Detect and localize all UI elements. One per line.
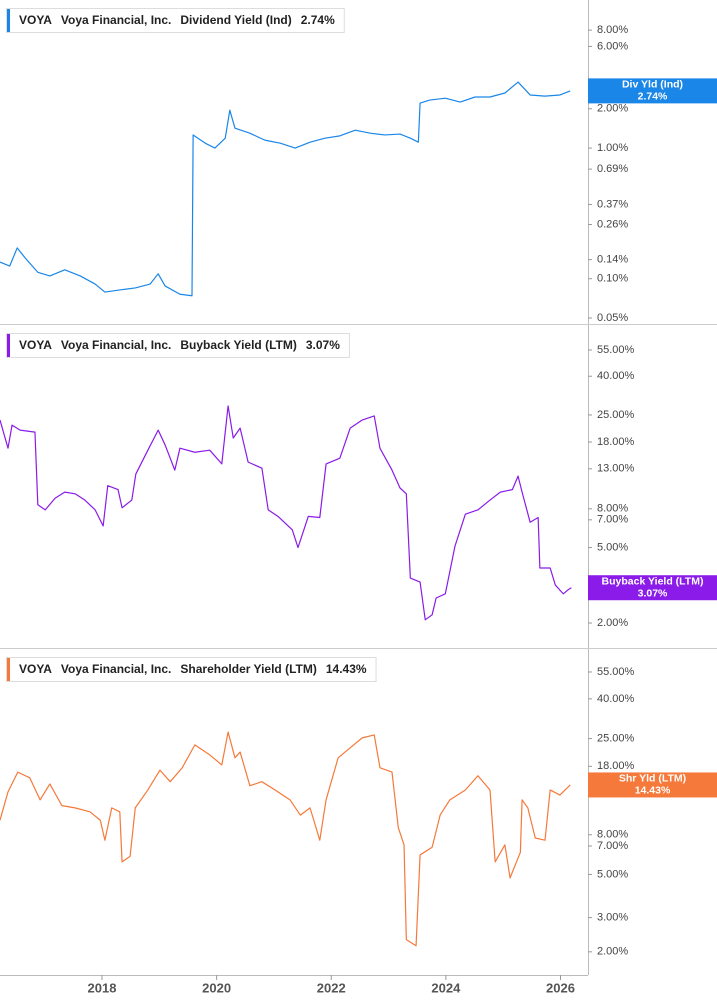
y-tick-label: 2.00% xyxy=(597,946,628,958)
header-accent xyxy=(7,334,10,357)
header-accent xyxy=(7,658,10,681)
panel-header: VOYA Voya Financial, Inc. Dividend Yield (… xyxy=(6,8,345,33)
value-badge: Buyback Yield (LTM)3.07% xyxy=(588,575,717,601)
badge-bg xyxy=(588,78,717,104)
series-line xyxy=(0,405,572,621)
badge-label: Shr Yld (LTM) xyxy=(619,773,686,785)
badge-label: Buyback Yield (LTM) xyxy=(602,576,704,588)
x-tick-label: 2026 xyxy=(546,980,575,995)
header-company: Voya Financial, Inc. xyxy=(61,338,171,352)
header-box xyxy=(6,8,345,33)
x-tick-label: 2024 xyxy=(431,980,461,995)
header-metric: Dividend Yield (Ind) xyxy=(180,13,291,27)
header-ticker: VOYA xyxy=(19,338,52,352)
y-tick-label: 8.00% xyxy=(597,829,628,841)
y-tick-label: 3.00% xyxy=(597,911,628,923)
series-line xyxy=(0,731,571,947)
y-tick-label: 5.00% xyxy=(597,868,628,880)
y-tick-label: 55.00% xyxy=(597,344,635,356)
header-company: Voya Financial, Inc. xyxy=(61,662,171,676)
header-company: Voya Financial, Inc. xyxy=(61,13,171,27)
y-tick-label: 5.00% xyxy=(597,541,628,553)
value-badge: Div Yld (Ind)2.74% xyxy=(588,78,717,104)
y-tick-label: 0.26% xyxy=(597,218,628,230)
badge-bg xyxy=(588,575,717,601)
y-tick-label: 55.00% xyxy=(597,666,635,678)
header-current-value: 2.74% xyxy=(301,13,335,27)
header-metric: Shareholder Yield (LTM) xyxy=(180,662,316,676)
y-tick-label: 8.00% xyxy=(597,24,628,36)
header-accent xyxy=(7,9,10,32)
y-tick-label: 40.00% xyxy=(597,370,635,382)
value-badge: Shr Yld (LTM)14.43% xyxy=(588,772,717,798)
y-tick-label: 7.00% xyxy=(597,514,628,526)
y-tick-label: 2.00% xyxy=(597,617,628,629)
y-tick-label: 2.00% xyxy=(597,103,628,115)
y-tick-label: 25.00% xyxy=(597,732,635,744)
header-metric: Buyback Yield (LTM) xyxy=(180,338,296,352)
badge-label: Div Yld (Ind) xyxy=(622,79,683,91)
badge-value: 2.74% xyxy=(638,91,668,103)
y-tick-label: 0.37% xyxy=(597,198,628,210)
series-line xyxy=(0,81,571,297)
y-tick-label: 0.05% xyxy=(597,312,628,324)
x-tick-label: 2020 xyxy=(202,980,231,995)
y-tick-label: 18.00% xyxy=(597,760,635,772)
y-tick-label: 7.00% xyxy=(597,840,628,852)
x-tick-label: 2018 xyxy=(88,980,117,995)
header-ticker: VOYA xyxy=(19,662,52,676)
y-tick-label: 0.14% xyxy=(597,254,628,266)
y-tick-label: 6.00% xyxy=(597,40,628,52)
y-tick-label: 18.00% xyxy=(597,436,635,448)
y-tick-label: 0.10% xyxy=(597,273,628,285)
header-ticker: VOYA xyxy=(19,13,52,27)
badge-value: 14.43% xyxy=(635,785,671,797)
y-tick-label: 40.00% xyxy=(597,693,635,705)
y-tick-label: 13.00% xyxy=(597,463,635,475)
header-current-value: 14.43% xyxy=(326,662,367,676)
panel-header: VOYA Voya Financial, Inc. Shareholder Yiel… xyxy=(6,657,377,682)
panel-header: VOYA Voya Financial, Inc. Buyback Yield (L… xyxy=(6,333,350,358)
y-tick-label: 0.69% xyxy=(597,163,628,175)
header-box xyxy=(6,333,350,358)
header-box xyxy=(6,657,377,682)
y-tick-label: 8.00% xyxy=(597,503,628,515)
y-tick-label: 25.00% xyxy=(597,409,635,421)
y-tick-label: 1.00% xyxy=(597,142,628,154)
x-tick-label: 2022 xyxy=(317,980,346,995)
badge-value: 3.07% xyxy=(638,588,668,600)
badge-bg xyxy=(588,772,717,798)
header-current-value: 3.07% xyxy=(306,338,340,352)
